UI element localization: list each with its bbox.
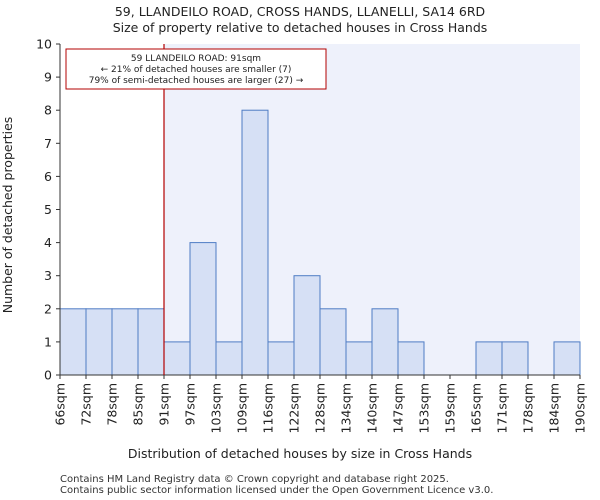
x-tick-label: 159sqm bbox=[443, 383, 458, 433]
bar-147sqm bbox=[397, 341, 425, 376]
x-tick-label: 171sqm bbox=[495, 383, 510, 433]
y-tick-label: 9 bbox=[44, 70, 52, 85]
x-tick-label: 178sqm bbox=[521, 383, 536, 433]
y-tick-label: 1 bbox=[44, 334, 52, 349]
footer-line2: Contains public sector information licen… bbox=[60, 485, 494, 496]
annotation-line3: 79% of semi-detached houses are larger (… bbox=[89, 76, 304, 86]
bar-66sqm bbox=[59, 308, 87, 376]
x-tick-label: 91sqm bbox=[157, 383, 172, 426]
annotation-line2: ← 21% of detached houses are smaller (7) bbox=[101, 65, 292, 75]
x-tick-label: 165sqm bbox=[469, 383, 484, 433]
bar-97sqm bbox=[189, 242, 217, 376]
bar-122sqm bbox=[293, 275, 321, 376]
bar-116sqm bbox=[267, 341, 295, 376]
bar-78sqm bbox=[111, 308, 139, 376]
x-tick-label: 134sqm bbox=[339, 383, 354, 433]
y-tick-label: 6 bbox=[44, 169, 52, 184]
bar-128sqm bbox=[319, 308, 347, 376]
y-tick-label: 3 bbox=[44, 268, 52, 283]
bar-165sqm bbox=[475, 341, 503, 376]
y-tick-label: 0 bbox=[44, 368, 52, 383]
x-tick-label: 116sqm bbox=[261, 383, 276, 433]
bar-72sqm bbox=[85, 308, 113, 376]
x-tick-label: 109sqm bbox=[235, 383, 250, 433]
bar-109sqm bbox=[241, 109, 269, 376]
bar-184sqm bbox=[553, 341, 581, 376]
chart-title-line2: Size of property relative to detached ho… bbox=[113, 20, 488, 35]
y-tick-label: 5 bbox=[44, 202, 52, 217]
y-axis-label: Number of detached properties bbox=[0, 117, 15, 314]
bar-85sqm bbox=[137, 308, 165, 376]
x-tick-label: 85sqm bbox=[131, 383, 146, 426]
bar-140sqm bbox=[371, 308, 399, 376]
y-tick-label: 8 bbox=[44, 103, 52, 118]
x-tick-label: 147sqm bbox=[391, 383, 406, 433]
y-tick-label: 4 bbox=[44, 235, 52, 250]
bar-103sqm bbox=[215, 341, 243, 376]
bar-171sqm bbox=[501, 341, 529, 376]
x-tick-label: 128sqm bbox=[313, 383, 328, 433]
y-tick-label: 7 bbox=[44, 136, 52, 151]
annotation-line1: 59 LLANDEILO ROAD: 91sqm bbox=[131, 54, 261, 64]
x-tick-label: 103sqm bbox=[209, 383, 224, 433]
x-tick-label: 184sqm bbox=[547, 383, 562, 433]
x-tick-label: 72sqm bbox=[79, 383, 94, 426]
x-tick-label: 190sqm bbox=[573, 383, 588, 433]
bar-134sqm bbox=[345, 341, 373, 376]
y-tick-label: 10 bbox=[36, 37, 52, 52]
footer-line1: Contains HM Land Registry data © Crown c… bbox=[60, 474, 449, 485]
chart-title-line1: 59, LLANDEILO ROAD, CROSS HANDS, LLANELL… bbox=[115, 4, 485, 19]
x-tick-label: 66sqm bbox=[53, 383, 68, 426]
x-tick-label: 78sqm bbox=[105, 383, 120, 426]
x-tick-label: 122sqm bbox=[287, 383, 302, 433]
y-tick-label: 2 bbox=[44, 301, 52, 316]
plot-area: 0 1 2 3 4 5 6 7 8 9 10 66sqm 72sqm 78sqm 85sqm 91sqm 97s… bbox=[36, 37, 587, 434]
annotation-box bbox=[65, 48, 327, 90]
x-axis-label: Distribution of detached houses by size … bbox=[128, 446, 472, 461]
bar-91sqm bbox=[163, 341, 191, 376]
x-tick-label: 97sqm bbox=[183, 383, 198, 426]
x-tick-label: 140sqm bbox=[365, 383, 380, 433]
x-tick-label: 153sqm bbox=[417, 383, 432, 433]
